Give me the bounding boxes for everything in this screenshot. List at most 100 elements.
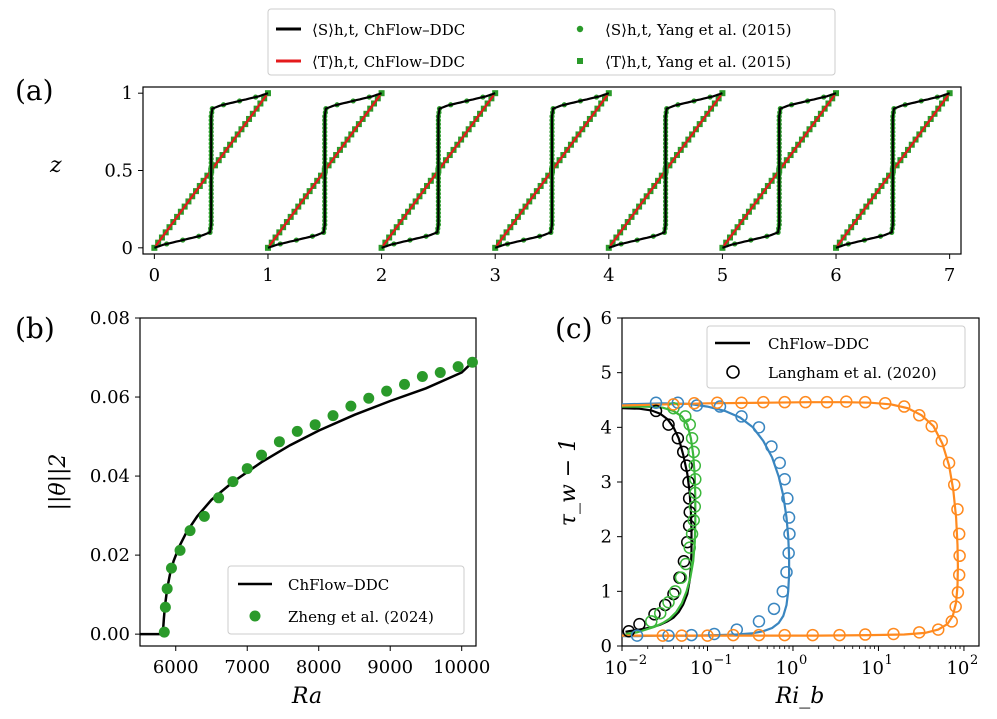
panel-b-xtick-label: 9000 xyxy=(367,657,413,678)
panel-b-xtick-label: 7000 xyxy=(224,657,270,678)
panel-c-ytick-label: 4 xyxy=(601,417,612,438)
panel-c-orange-point xyxy=(931,623,945,636)
panel-a-chart: 0 1 2 3 4 5 6 7 0 0.5 1 z xyxy=(49,83,962,286)
panel-c-black-point xyxy=(662,418,675,431)
panel-c-green-point xyxy=(669,585,682,598)
panel-c-xtick-exponent: 2 xyxy=(970,653,978,668)
panel-a-s-chflow-line xyxy=(835,92,950,249)
panel-b-zheng-point xyxy=(174,544,186,556)
panel-a-s-chflow-line xyxy=(267,92,382,249)
panel-c-green-point xyxy=(687,445,700,459)
panel-c-orange-point xyxy=(701,629,714,642)
panel-c-blue-point xyxy=(708,627,721,641)
panel-c-green-point xyxy=(645,615,658,628)
panel-b-zheng-point xyxy=(381,385,393,397)
panel-c-blue-point xyxy=(713,400,727,413)
panel-a-s-chflow-line xyxy=(608,92,723,249)
panel-c-black-point xyxy=(649,404,663,418)
panel-c-orange-point xyxy=(840,395,853,408)
panel-c-blue-point xyxy=(767,602,781,616)
panel-c-green-point xyxy=(687,514,700,527)
panel-c-orange-line xyxy=(621,401,960,637)
panel-c-blue-point xyxy=(752,421,766,434)
panel-c-orange-point xyxy=(925,419,938,433)
panel-c-black-point xyxy=(682,475,695,489)
panel-c-orange-point xyxy=(778,395,791,409)
panel-b-zheng-point xyxy=(434,367,446,379)
panel-c-ytick-label: 3 xyxy=(601,472,612,493)
panel-b-ytick-label: 0.08 xyxy=(90,308,130,329)
panel-c-orange-point xyxy=(912,409,926,422)
panel-c-blue-point xyxy=(649,396,663,409)
panel-b-legend-label-0: ChFlow–DDC xyxy=(288,576,389,594)
legend-dot-s-yang xyxy=(576,25,584,33)
panel-c-ylabel: τ_w − 1 xyxy=(556,438,581,526)
panel-c-green-point xyxy=(653,606,667,620)
panel-c-blue-point xyxy=(662,629,675,642)
panel-b-legend-frame xyxy=(227,565,465,635)
panel-c-black-point xyxy=(658,598,672,612)
panel-c-blue-point xyxy=(780,565,793,579)
panel-c-orange-point xyxy=(935,434,949,448)
panel-c-black-point xyxy=(671,432,685,445)
panel-c-xtick-exponent: 1 xyxy=(884,653,892,668)
panel-c-orange-point xyxy=(897,400,911,413)
panel-a-ytick-label: 1 xyxy=(122,83,133,104)
panel-b-xlabel: Ra xyxy=(291,684,322,709)
panel-c-xtick-exponent: −1 xyxy=(713,653,732,668)
panel-c-ytick-label: 5 xyxy=(601,363,612,384)
panel-c-orange-point xyxy=(806,628,819,642)
panel-c-blue-point xyxy=(735,410,748,423)
panel-c-xlabel: Ri_b xyxy=(775,684,825,709)
panel-c-orange-point xyxy=(952,568,966,582)
panel-c-blue-point xyxy=(690,399,704,412)
panel-b-xtick-label: 10000 xyxy=(433,657,490,678)
panel-b-zheng-point xyxy=(416,370,428,382)
panel-b-zheng-point xyxy=(291,425,303,437)
top-legend: ⟨S⟩h,t, ChFlow–DDC ⟨T⟩h,t, ChFlow–DDC ⟨S… xyxy=(267,8,836,76)
panel-a-xtick-label: 0 xyxy=(149,265,160,286)
panel-c-green-point xyxy=(683,541,696,554)
panel-b-ylabel: ||θ||2 xyxy=(46,454,71,511)
panel-c-orange-point xyxy=(942,456,956,470)
panel-c-blue-point xyxy=(778,473,791,486)
panel-c-green-point xyxy=(685,432,699,445)
panel-b-chflow-line xyxy=(140,361,474,636)
panel-b-zheng-point xyxy=(241,463,253,475)
panel-b-zheng-point xyxy=(309,419,321,431)
panel-a-s-chflow-line xyxy=(154,92,269,249)
top-legend-frame xyxy=(267,8,836,76)
panel-c-green-point xyxy=(688,459,702,472)
legend-label-s-chflow: ⟨S⟩h,t, ChFlow–DDC xyxy=(312,21,465,39)
panel-b-zheng-point xyxy=(184,525,196,537)
panel-b-zheng-point xyxy=(165,562,177,574)
panel-c-blue-point xyxy=(773,456,786,470)
panel-c-ytick-label: 6 xyxy=(601,308,612,329)
panel-c-orange-point xyxy=(858,628,872,641)
panel-b-ytick-label: 0.04 xyxy=(90,466,130,487)
panel-a-xtick-label: 7 xyxy=(944,265,955,286)
panel-c-black-point xyxy=(680,459,693,472)
panel-c-xtick-exponent: 0 xyxy=(799,653,807,668)
panel-a-ytick-label: 0 xyxy=(122,238,133,259)
panel-label-b: (b) xyxy=(15,312,55,345)
panel-label-a: (a) xyxy=(15,74,54,107)
panel-c-black-point xyxy=(648,608,661,621)
panel-b-zheng-point xyxy=(256,449,268,461)
panel-c-orange-point xyxy=(675,629,689,642)
panel-c-green-point xyxy=(689,486,702,500)
panel-a-s-chflow-line xyxy=(381,92,496,249)
panel-b-legend: ChFlow–DDC Zheng et al. (2024) xyxy=(227,565,465,635)
panel-c-orange-point xyxy=(951,503,964,516)
panel-a-xtick-label: 5 xyxy=(717,265,728,286)
panel-a-xtick-label: 1 xyxy=(262,265,273,286)
panel-c-orange-point xyxy=(735,396,748,409)
panel-b-zheng-point xyxy=(327,410,339,422)
panel-c-green-point xyxy=(662,596,675,609)
panel-c-blue-point xyxy=(630,629,644,642)
legend-square-t-yang xyxy=(577,58,583,64)
panel-b-legend-dot xyxy=(249,610,261,622)
panel-c-legend-label-1: Langham et al. (2020) xyxy=(768,364,937,382)
